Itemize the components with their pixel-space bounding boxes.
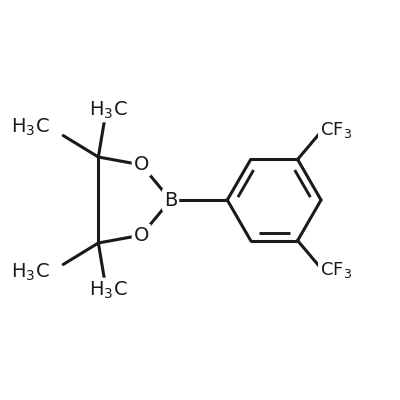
- Text: CF$_3$: CF$_3$: [320, 260, 352, 280]
- Text: B: B: [164, 190, 177, 210]
- Text: H$_3$C: H$_3$C: [89, 100, 128, 121]
- Text: H$_3$C: H$_3$C: [11, 117, 50, 138]
- Text: CF$_3$: CF$_3$: [320, 120, 352, 140]
- Text: H$_3$C: H$_3$C: [11, 262, 50, 283]
- Text: O: O: [134, 155, 149, 174]
- Text: H$_3$C: H$_3$C: [89, 279, 128, 300]
- Text: O: O: [134, 226, 149, 245]
